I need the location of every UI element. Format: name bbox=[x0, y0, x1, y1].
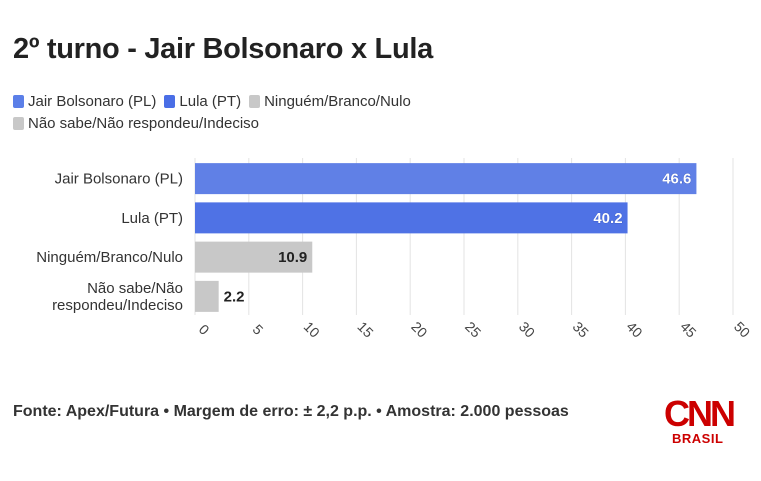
data-label: 2.2 bbox=[224, 288, 245, 305]
legend-swatch bbox=[13, 116, 24, 130]
x-tick-label: 35 bbox=[570, 318, 592, 340]
x-tick-label: 50 bbox=[731, 318, 753, 340]
bar bbox=[195, 202, 628, 234]
bar-chart: 0 5 10 15 20 25 30 35 40 45 50 Jair Bolsonaro (PL) 4… bbox=[36, 158, 754, 341]
legend-label: Ninguém/Branco/Nulo bbox=[264, 92, 411, 110]
bar bbox=[195, 163, 697, 195]
x-tick-label: 30 bbox=[516, 318, 538, 340]
legend-item: Lula (PT) bbox=[164, 90, 241, 112]
legend-swatch bbox=[13, 94, 24, 108]
bar bbox=[195, 241, 313, 273]
category-label: respondeu/Indeciso bbox=[52, 297, 183, 314]
brasil-logo-text: BRASIL bbox=[672, 431, 724, 446]
source-footnote: Fonte: Apex/Futura • Margem de erro: ± 2… bbox=[13, 403, 569, 420]
x-tick-label: 5 bbox=[250, 321, 267, 338]
bar bbox=[195, 280, 219, 312]
data-label: 46.6 bbox=[662, 171, 691, 188]
data-label: 10.9 bbox=[278, 249, 307, 266]
x-tick-label: 15 bbox=[354, 318, 376, 340]
x-tick-label: 20 bbox=[408, 318, 430, 340]
x-tick-label: 10 bbox=[301, 318, 323, 340]
legend-swatch bbox=[164, 94, 176, 108]
category-label: Não sabe/Não bbox=[87, 280, 183, 297]
category-label: Jair Bolsonaro (PL) bbox=[55, 171, 183, 188]
category-label: Ninguém/Branco/Nulo bbox=[36, 249, 183, 266]
data-label: 40.2 bbox=[593, 210, 622, 227]
legend-label: Jair Bolsonaro (PL) bbox=[28, 92, 157, 110]
legend-label: Não sabe/Não respondeu/Indeciso bbox=[28, 114, 259, 132]
x-tick-label: 0 bbox=[196, 321, 213, 338]
chart-legend: Jair Bolsonaro (PL) Lula (PT) Ninguém/Bran… bbox=[13, 90, 533, 134]
cnn-brasil-logo: CNN BRASIL bbox=[660, 393, 740, 450]
cnn-logo-text: CNN bbox=[664, 393, 736, 434]
legend-item: Jair Bolsonaro (PL) bbox=[13, 90, 156, 112]
x-tick-label: 45 bbox=[677, 318, 699, 340]
legend-item: Ninguém/Branco/Nulo bbox=[249, 90, 411, 112]
legend-swatch bbox=[249, 94, 261, 108]
category-label: Lula (PT) bbox=[121, 210, 183, 227]
x-tick-label: 25 bbox=[462, 318, 484, 340]
chart-title: 2º turno - Jair Bolsonaro x Lula bbox=[13, 33, 433, 65]
legend-label: Lula (PT) bbox=[179, 92, 242, 110]
legend-item: Não sabe/Não respondeu/Indeciso bbox=[13, 112, 259, 134]
x-tick-label: 40 bbox=[623, 318, 645, 340]
